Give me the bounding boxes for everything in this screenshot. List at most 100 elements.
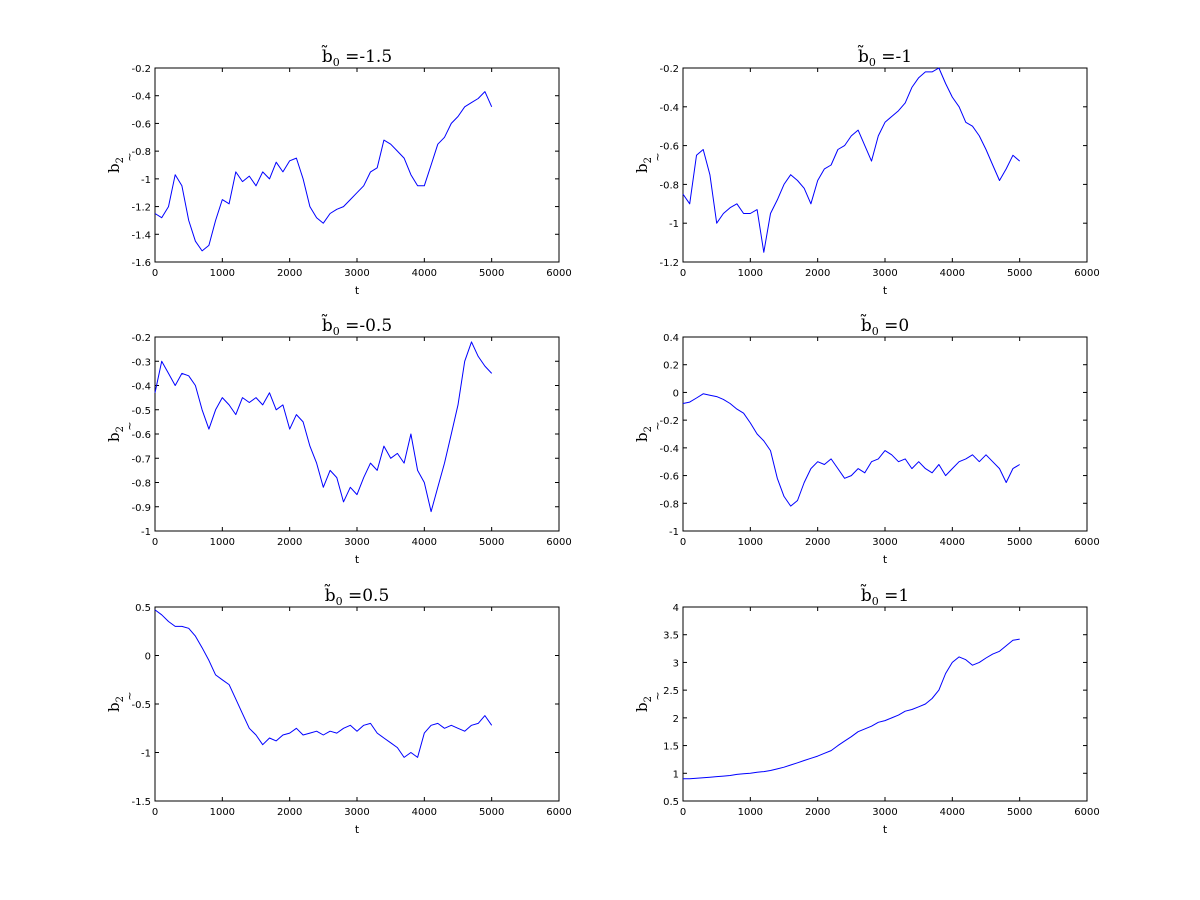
y-tick-label: -0.4 (131, 382, 151, 393)
y-tick-label: 3.5 (663, 631, 679, 642)
y-tick-label: 2 (673, 714, 679, 725)
subplot-5: 0 1000 2000 3000 4000 5000 6000 -1.5 -1 -0.5 0 0.5 b… (105, 584, 572, 836)
x-tick-label: 1000 (210, 268, 235, 279)
y-tick-label: -0.6 (659, 142, 679, 153)
subplot-title: b̃0 =0 (860, 314, 909, 338)
y-tick-label: -0.3 (131, 357, 151, 368)
y-tick-label: 0.5 (663, 797, 679, 808)
x-tick-label: 3000 (872, 268, 897, 279)
y-tick-label: -0.4 (131, 92, 151, 103)
subplot-title: b̃0 =-0.5 (321, 314, 392, 338)
x-tick-label: 2000 (805, 807, 830, 818)
x-tick-label: 4000 (412, 268, 437, 279)
x-tick-label: 0 (680, 537, 686, 548)
y-tick-label: 0.2 (663, 361, 679, 372)
series-line-1 (682, 67, 1021, 253)
y-tick-label: -1 (141, 749, 151, 760)
x-tick-label: 5000 (479, 537, 504, 548)
y-tick-label: -1.2 (131, 203, 151, 214)
y-tick-label: -0.9 (131, 503, 151, 514)
x-tick-label: 3000 (344, 537, 369, 548)
subplot-3: 0 1000 2000 3000 4000 5000 6000 -1 -0.9 -0.8 -0.7 -… (105, 314, 572, 566)
x-tick-label: 3000 (872, 807, 897, 818)
x-tick-label: 1000 (738, 807, 763, 818)
y-tick-label: -1 (141, 175, 151, 186)
y-axis-label-tilde: ~ (651, 691, 664, 700)
y-tick-label: -0.2 (659, 64, 679, 75)
y-tick-label: 0 (673, 388, 679, 399)
subplot-1: 0 1000 2000 3000 4000 5000 6000 -1.6 -1.4 -1.2 -1 -… (105, 45, 572, 297)
y-tick-label: -0.6 (659, 472, 679, 483)
y-tick-label: 3 (673, 658, 679, 669)
x-axis-label: t (883, 553, 888, 566)
y-tick-label: -1.6 (131, 258, 151, 269)
y-tick-label: -1.4 (131, 230, 151, 241)
x-tick-label: 1000 (210, 537, 235, 548)
x-tick-label: 0 (152, 537, 158, 548)
y-tick-label: 0.4 (663, 333, 679, 344)
x-tick-label: 5000 (1007, 807, 1032, 818)
x-tick-label: 1000 (210, 807, 235, 818)
x-tick-label: 3000 (872, 537, 897, 548)
y-tick-label: -0.2 (131, 333, 151, 344)
x-tick-label: 1000 (738, 537, 763, 548)
subplot-title: b̃0 =-1.5 (321, 45, 392, 69)
x-tick-label: 0 (152, 807, 158, 818)
y-axis-label-tilde: ~ (651, 421, 664, 430)
y-axis-label: b2 (105, 426, 126, 442)
subplot-2: 0 1000 2000 3000 4000 5000 6000 -1.2 -1 -0.8 -0.6 -… (633, 45, 1100, 297)
x-tick-label: 4000 (412, 807, 437, 818)
subplot-title: b̃0 =0.5 (324, 584, 390, 608)
x-axis-label: t (883, 284, 888, 297)
y-axis-label-tilde: ~ (123, 691, 136, 700)
x-tick-label: 2000 (805, 268, 830, 279)
y-tick-label: -0.5 (131, 406, 151, 417)
y-tick-label: -0.6 (131, 119, 151, 130)
y-tick-label: 0 (145, 652, 151, 663)
x-tick-label: 3000 (344, 268, 369, 279)
x-tick-label: 5000 (1007, 268, 1032, 279)
x-tick-label: 2000 (277, 268, 302, 279)
y-tick-label: -0.2 (659, 416, 679, 427)
series-line-1 (683, 638, 1020, 780)
x-tick-label: 5000 (479, 807, 504, 818)
x-tick-label: 3000 (344, 807, 369, 818)
y-tick-label: -0.8 (131, 147, 151, 158)
x-tick-label: 0 (680, 807, 686, 818)
y-tick-label: -1 (669, 219, 679, 230)
x-tick-label: 6000 (546, 807, 571, 818)
y-tick-label: -0.8 (659, 499, 679, 510)
y-tick-label: 0.5 (135, 603, 151, 614)
series-line-1 (682, 393, 1020, 507)
y-axis-label: b2 (633, 696, 654, 712)
series-line-1 (154, 341, 493, 513)
x-tick-label: 5000 (479, 268, 504, 279)
x-tick-label: 4000 (940, 807, 965, 818)
y-axis-label: b2 (633, 157, 654, 173)
y-tick-label: -0.4 (659, 444, 679, 455)
x-tick-label: 4000 (412, 537, 437, 548)
x-tick-label: 6000 (1074, 807, 1099, 818)
x-axis-label: t (883, 823, 888, 836)
x-tick-label: 6000 (546, 537, 571, 548)
x-tick-label: 2000 (277, 537, 302, 548)
y-axis-label: b2 (105, 696, 126, 712)
x-axis-label: t (355, 823, 360, 836)
x-tick-label: 2000 (805, 537, 830, 548)
series-line-1 (154, 91, 493, 252)
y-axis-label-tilde: ~ (123, 421, 136, 430)
subplot-6: 0 1000 2000 3000 4000 5000 6000 0.5 1 1.5 2 2.5 3 3.5… (633, 584, 1100, 836)
y-tick-label: -0.2 (131, 64, 151, 75)
y-axis-label-tilde: ~ (123, 152, 136, 161)
y-axis-label: b2 (633, 426, 654, 442)
y-tick-label: -0.5 (131, 700, 151, 711)
x-axis-label: t (355, 284, 360, 297)
y-tick-label: 1 (673, 769, 679, 780)
y-axis-label-tilde: ~ (651, 152, 664, 161)
y-tick-label: -0.4 (659, 103, 679, 114)
y-tick-label: -1 (669, 527, 679, 538)
x-tick-label: 4000 (940, 268, 965, 279)
x-tick-label: 6000 (1074, 268, 1099, 279)
x-axis-label: t (355, 553, 360, 566)
x-tick-label: 1000 (738, 268, 763, 279)
